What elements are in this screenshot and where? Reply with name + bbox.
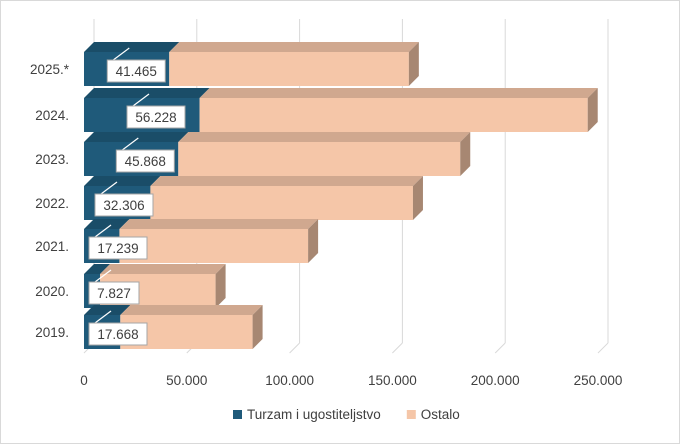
bar-top-turzam-i-ugostiteljstvo-2019 [84,305,131,315]
data-label-leader [121,137,139,151]
bar-top-ostalo-2022 [150,176,423,186]
bars [84,42,598,349]
bar-ostalo-2023 [178,142,461,176]
y-category-label: 2024. [35,108,69,123]
legend: Turzam i ugostiteljstvo Ostalo [233,407,460,422]
data-label-box [115,149,175,173]
data-label-leader [94,269,112,283]
data-label: 56.228 [135,110,176,125]
bar-side-ostalo-2020 [215,264,226,308]
data-label-box [106,59,166,83]
bar-top-turzam-i-ugostiteljstvo-2023 [84,132,189,142]
bar-top-ostalo-2025 [169,42,419,52]
data-label-leader [100,181,118,195]
x-tick-label: 150.000 [368,373,417,388]
bar-top-turzam-i-ugostiteljstvo-2022 [84,176,161,186]
x-tick-label: 50.000 [166,373,207,388]
y-category-label: 2022. [35,196,69,211]
data-label: 45.868 [125,154,166,169]
legend-label-turzam-i-ugostiteljstvo: Turzam i ugostiteljstvo [247,407,381,422]
legend-label-ostalo: Ostalo [421,407,460,422]
bar-top-turzam-i-ugostiteljstvo-2024 [84,88,210,98]
bar-side-ostalo-2024 [587,88,598,132]
bar-ostalo-2021 [119,229,309,263]
y-category-label: 2025.* [30,62,70,77]
y-category-label: 2020. [35,284,69,299]
data-label-leader [94,310,112,324]
bar-top-turzam-i-ugostiteljstvo-2021 [84,219,130,229]
data-label-leader [112,47,130,61]
bar-ostalo-2024 [199,98,588,132]
data-label-leader [94,224,112,238]
legend-swatch-turzam-i-ugostiteljstvo [233,410,242,419]
floor-gridline-5 [597,342,609,354]
bar-ostalo-2025 [169,52,409,86]
data-label: 32.306 [103,198,144,213]
data-label: 7.827 [97,286,131,301]
data-label-box [88,281,140,305]
x-tick-label: 0 [80,373,88,388]
data-label-box [94,193,154,217]
y-category-label: 2023. [35,152,69,167]
bar-side-ostalo-2022 [412,176,423,220]
bar-side-ostalo-2025 [408,42,419,86]
bar-top-ostalo-2019 [120,305,263,315]
bar-top-ostalo-2020 [100,264,226,274]
legend-swatch-ostalo [406,410,416,419]
x-tick-label: 250.000 [574,373,623,388]
floor-gridline-3 [392,342,403,354]
bar-ostalo-2022 [150,186,413,220]
bar-top-ostalo-2023 [178,132,471,142]
x-tick-label: 100.000 [265,373,314,388]
floor-gridline-4 [494,342,506,354]
axes: 0 50.000 100.000 150.000 200.000 250.000 2025.… [30,62,622,388]
y-category-label: 2019. [35,325,69,340]
bar-top-ostalo-2024 [199,88,598,98]
data-label: 41.465 [116,64,157,79]
x-tick-label: 200.000 [471,373,520,388]
data-label: 17.239 [97,241,138,256]
bar-top-turzam-i-ugostiteljstvo-2025 [84,42,180,52]
data-label: 17.668 [97,327,138,342]
bar-side-ostalo-2023 [460,132,471,176]
y-category-label: 2021. [35,239,69,254]
bar-top-turzam-i-ugostiteljstvo-2020 [84,264,111,274]
bar-side-ostalo-2021 [308,219,319,263]
data-label-box [126,105,186,129]
data-label-leader [132,93,150,107]
data-label-box [88,236,148,260]
floor-gridline-2 [289,342,300,354]
data-label-box [88,322,148,346]
data-labels: 41.465 56.228 45.868 32.306 17.239 7.827 17.66… [88,47,186,346]
bar-top-ostalo-2021 [119,219,319,229]
bar-side-ostalo-2019 [252,305,263,349]
